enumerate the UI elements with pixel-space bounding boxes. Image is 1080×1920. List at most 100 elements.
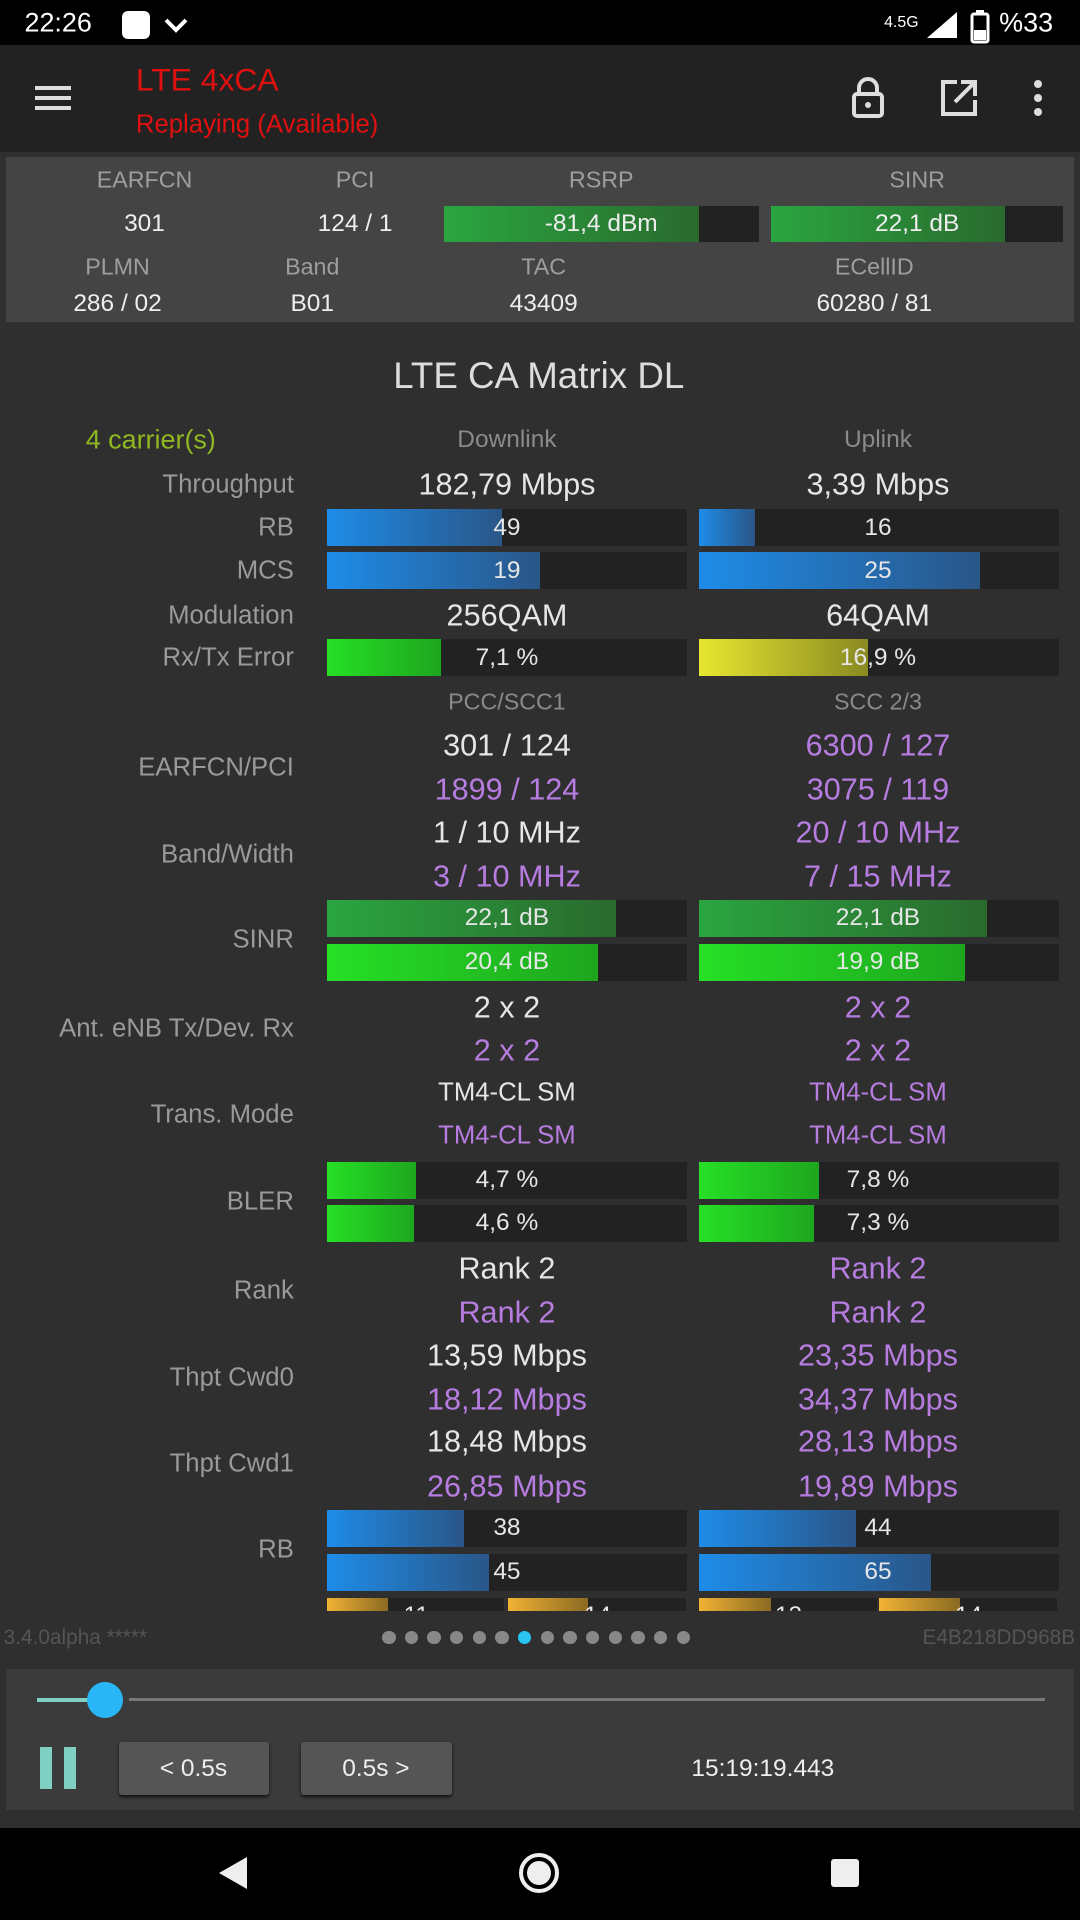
- battery-icon: [970, 10, 990, 44]
- pager-dot[interactable]: [563, 1631, 577, 1645]
- cell-value: 3,39 Mbps: [806, 467, 950, 502]
- more-button[interactable]: [1028, 78, 1048, 118]
- row-label: Rx/Tx Error: [162, 643, 294, 672]
- row-label: MCS: [236, 556, 294, 585]
- cell-value: 13: [775, 1602, 802, 1611]
- row-label: Modulation: [168, 601, 294, 630]
- info-value: 286 / 02: [73, 289, 162, 317]
- nav-recents[interactable]: [829, 1857, 861, 1889]
- status-icons: [122, 11, 188, 39]
- status-network: 4.5G: [884, 14, 919, 32]
- pager-dot[interactable]: [450, 1631, 464, 1645]
- cell-value: 6300 / 127: [805, 728, 951, 763]
- split-bar-fill: [879, 1597, 960, 1611]
- cell-value: 65: [864, 1558, 892, 1586]
- value-bar-fill: [699, 944, 965, 981]
- status-time: 22:26: [24, 7, 92, 38]
- cell-value: 1899 / 124: [434, 772, 580, 807]
- matrix-title: LTE CA Matrix DL: [393, 354, 685, 396]
- info-label: SINR: [889, 166, 945, 193]
- carrier-count: 4 carrier(s): [85, 424, 216, 455]
- cell-value: 16: [864, 513, 892, 541]
- info-value: 22,1 dB: [874, 210, 960, 238]
- value-bar-fill: [699, 639, 869, 676]
- info-value: B01: [290, 289, 335, 317]
- pager-dot[interactable]: [427, 1631, 441, 1645]
- row-label: Thpt Cwd1: [169, 1449, 294, 1478]
- column-header: Downlink: [457, 425, 557, 453]
- sinr-bar-fill: [771, 205, 1006, 243]
- pager-dot[interactable]: [404, 1631, 419, 1645]
- info-value: 301: [124, 210, 165, 238]
- signal-icon: [927, 12, 957, 38]
- value-bar-fill: [326, 1204, 414, 1242]
- share-button[interactable]: [939, 78, 979, 118]
- nav-back[interactable]: [213, 1853, 253, 1893]
- pager-dot[interactable]: [631, 1631, 645, 1645]
- cell-value: 44: [864, 1514, 892, 1542]
- cell-value: 301 / 124: [443, 728, 571, 763]
- column-subheader: PCC/SCC1: [448, 688, 566, 715]
- info-label: PCI: [335, 166, 375, 193]
- cell-value: 20,4 dB: [464, 948, 550, 976]
- forward-step-button[interactable]: [301, 1742, 452, 1796]
- pager-dot[interactable]: [653, 1631, 668, 1645]
- back-step-button[interactable]: [118, 1742, 270, 1796]
- app-subtitle: Replaying (Available): [135, 110, 379, 139]
- info-label: EARFCN: [96, 166, 193, 193]
- pager-dot[interactable]: [540, 1631, 555, 1645]
- menu-button[interactable]: [33, 78, 73, 118]
- cell-value: 19,89 Mbps: [797, 1469, 958, 1504]
- info-label: Band: [285, 253, 340, 280]
- cell-value: 19,9 dB: [835, 948, 921, 976]
- cell-value: 182,79 Mbps: [418, 467, 596, 502]
- value-bar-track: [699, 509, 1060, 547]
- seek-slider[interactable]: [30, 1680, 1050, 1720]
- app-bar: [0, 45, 1080, 152]
- split-bar-fill: [508, 1597, 588, 1611]
- cell-value: 2 x 2: [844, 1033, 912, 1068]
- pager-dot[interactable]: [517, 1631, 532, 1645]
- row-label: BLER: [226, 1187, 294, 1216]
- column-subheader: SCC 2/3: [834, 688, 922, 715]
- cell-value: 28,13 Mbps: [797, 1424, 958, 1459]
- cell-value: 4,6 %: [475, 1209, 539, 1237]
- cell-value: 16,9 %: [839, 643, 917, 671]
- timestamp: 15:19:19.443: [691, 1755, 835, 1783]
- pager-dot[interactable]: [382, 1631, 396, 1645]
- value-bar-fill: [326, 1553, 489, 1591]
- cell-value: 18,12 Mbps: [426, 1382, 587, 1417]
- nav-home[interactable]: [517, 1851, 561, 1895]
- cell-value: 7,3 %: [846, 1209, 910, 1237]
- value-bar-fill: [326, 1162, 417, 1199]
- info-value: 60280 / 81: [816, 289, 933, 317]
- pager-dot[interactable]: [495, 1631, 509, 1645]
- pager-dot[interactable]: [585, 1631, 600, 1645]
- value-bar-fill: [326, 944, 598, 981]
- cell-value: 3075 / 119: [806, 772, 950, 807]
- row-label: Throughput: [162, 470, 294, 499]
- app-title: LTE 4xCA: [135, 61, 279, 98]
- value-bar-fill: [326, 509, 503, 547]
- status-battery: %33: [999, 7, 1054, 38]
- matrix-view: LTE CA Matrix DL 4 carrier(s) Downlink Upli…: [59, 354, 1060, 1611]
- row-label: Thpt Cwd0: [169, 1363, 294, 1392]
- cell-value: Rank 2: [829, 1295, 927, 1330]
- row-label: Ant. eNB Tx/Dev. Rx: [59, 1014, 294, 1043]
- cell-value: TM4-CL SM: [809, 1121, 947, 1150]
- pager-dot[interactable]: [676, 1631, 690, 1645]
- cell-value: 49: [493, 513, 521, 541]
- cell-value: 19: [493, 556, 521, 584]
- cell-value: 2 x 2: [473, 990, 541, 1025]
- info-label: TAC: [521, 253, 567, 280]
- rsrp-bar-fill: [444, 205, 700, 243]
- pause-button[interactable]: [38, 1745, 80, 1791]
- cell-value: 7,1 %: [475, 643, 539, 671]
- cell-value: 25: [864, 556, 892, 584]
- pager-dot[interactable]: [608, 1631, 623, 1645]
- cell-value: 7,8 %: [846, 1166, 910, 1194]
- lock-button[interactable]: [848, 76, 888, 120]
- pager-dot[interactable]: [472, 1631, 487, 1645]
- cell-value: 22,1 dB: [835, 904, 921, 932]
